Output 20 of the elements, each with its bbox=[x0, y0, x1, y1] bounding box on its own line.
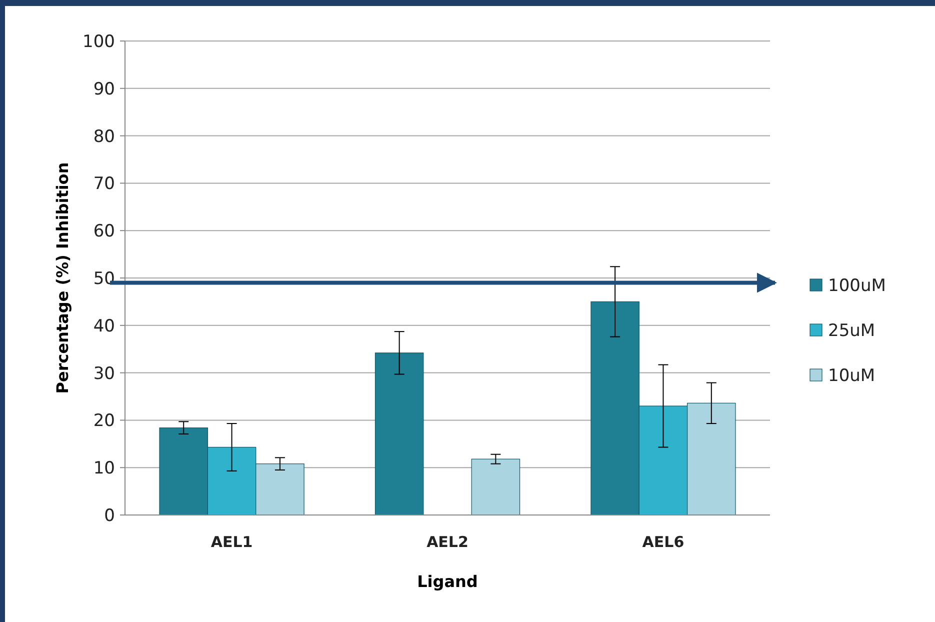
y-tick-label: 70 bbox=[93, 174, 115, 194]
y-tick-label: 20 bbox=[93, 411, 115, 432]
y-tick-label: 10 bbox=[93, 458, 115, 479]
y-axis-title: Percentage (%) Inhibition bbox=[53, 162, 72, 394]
legend-label: 25uM bbox=[828, 320, 876, 341]
y-tick-label: 80 bbox=[93, 126, 115, 147]
bar bbox=[374, 352, 424, 516]
y-tick-label: 60 bbox=[93, 222, 115, 242]
x-tick-label: AEL1 bbox=[210, 533, 253, 551]
y-tick-label: 90 bbox=[93, 79, 115, 100]
y-tick-label: 0 bbox=[104, 506, 115, 526]
bar bbox=[471, 458, 520, 516]
legend-label: 10uM bbox=[828, 366, 876, 386]
y-tick-label: 40 bbox=[93, 316, 115, 336]
y-tick-label: 100 bbox=[82, 32, 115, 52]
y-tick-label: 30 bbox=[93, 364, 115, 384]
legend-label: 100uM bbox=[828, 276, 886, 296]
x-tick-label: AEL2 bbox=[426, 533, 468, 551]
x-tick-label: AEL6 bbox=[642, 533, 684, 551]
x-axis-title: Ligand bbox=[417, 572, 478, 591]
